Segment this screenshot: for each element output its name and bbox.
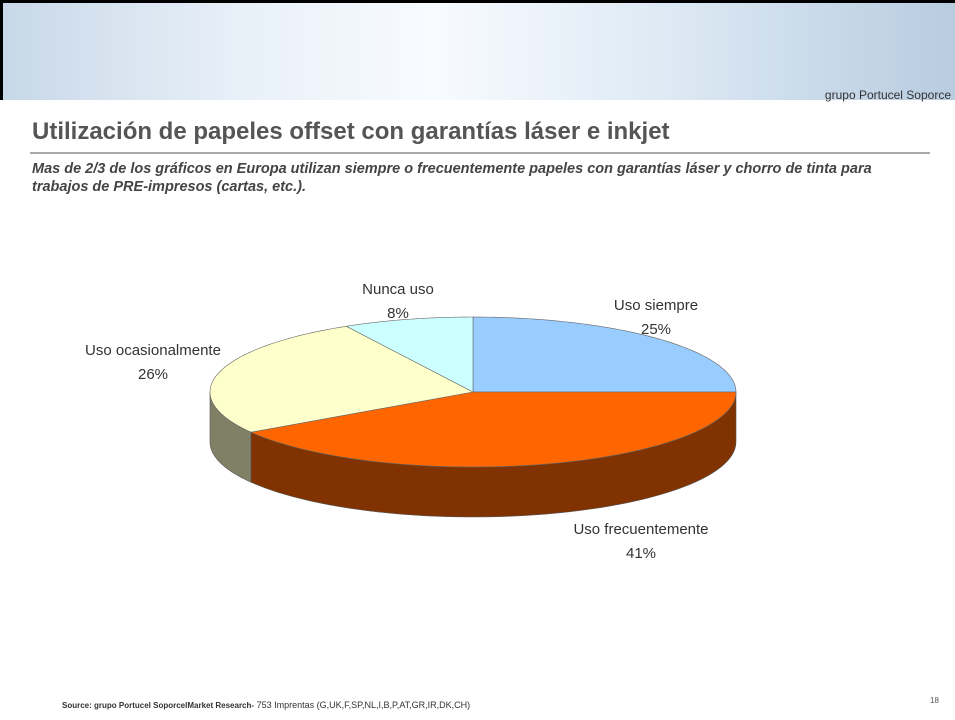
slice-value-label: 25% <box>641 321 671 338</box>
page-number: 18 <box>930 696 939 705</box>
slice <box>473 317 736 392</box>
slice-label: Uso frecuentemente <box>573 521 708 538</box>
slice-value-label: 26% <box>138 366 168 383</box>
chart: Uso siempre 25% Uso frecuentemente 41% Uso o… <box>0 0 955 720</box>
source: Source: grupo Portucel SoporcelMarket Re… <box>62 700 470 710</box>
slice-label: Nunca uso <box>362 281 434 298</box>
source-rest: 753 Imprentas (G,UK,F,SP,NL,I,B,P,AT,GR,… <box>257 700 471 710</box>
slice-value-label: 8% <box>387 305 409 322</box>
source-bold: Source: grupo Portucel SoporcelMarket Re… <box>62 701 254 710</box>
slice-value-label: 41% <box>626 545 656 562</box>
slice-label: Uso siempre <box>614 297 698 314</box>
slide: grupo Portucel Soporce Utilización de pa… <box>0 0 955 720</box>
slice-label: Uso ocasionalmente <box>85 342 221 359</box>
